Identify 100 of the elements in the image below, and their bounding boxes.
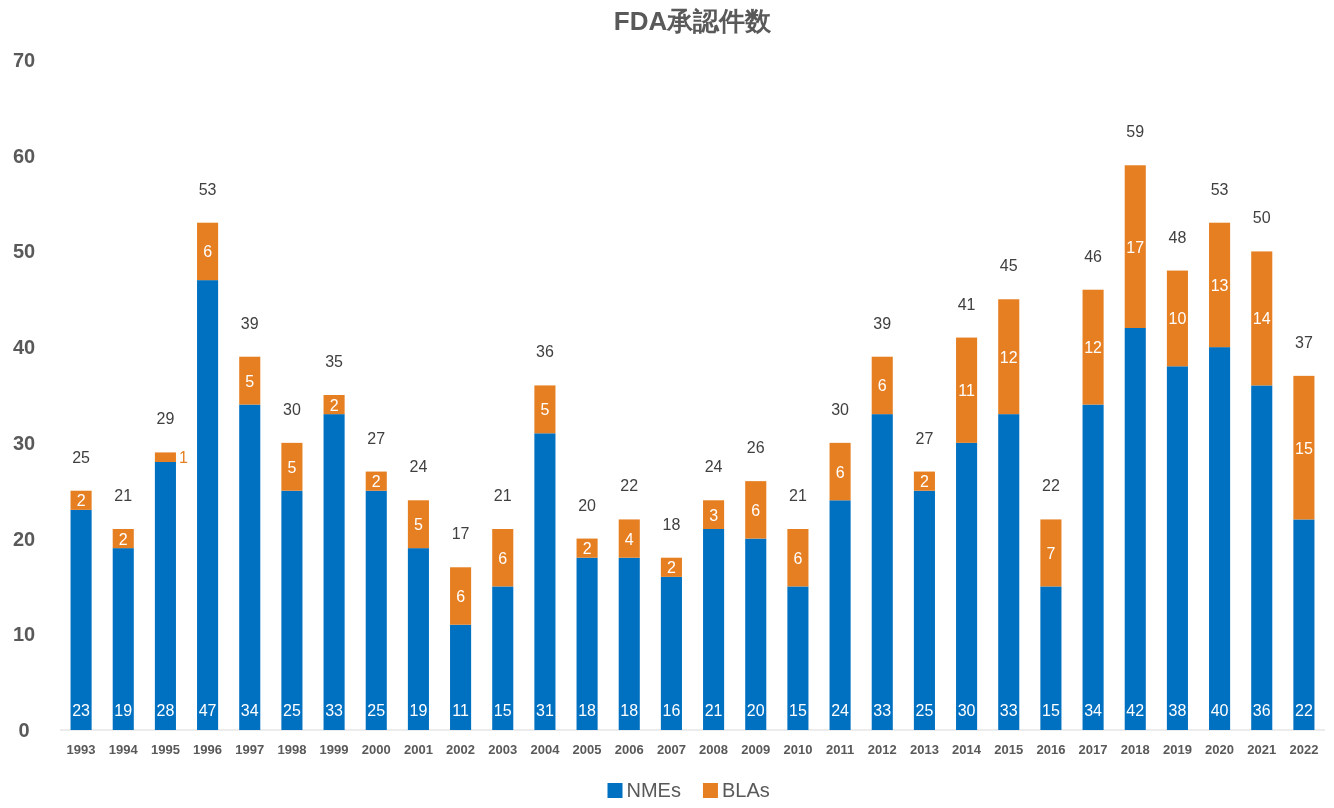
bar [197, 222, 219, 281]
data-label: 2 [76, 492, 86, 510]
total-label: 29 [156, 410, 175, 428]
bar [576, 557, 598, 730]
x-tick-label: 1995 [150, 742, 180, 757]
total-label: 26 [746, 439, 765, 457]
x-tick-label: 2002 [446, 742, 476, 757]
bar [1124, 165, 1146, 328]
data-label: 2 [329, 396, 339, 414]
data-label: 38 [1168, 702, 1187, 719]
bar [450, 624, 472, 730]
bar [407, 548, 429, 730]
data-label: 15 [1295, 439, 1313, 457]
data-label: 12 [999, 348, 1018, 366]
data-label: 2 [371, 473, 381, 491]
bar [239, 356, 261, 405]
bar [323, 414, 345, 730]
data-label: 5 [413, 516, 423, 534]
data-label: 36 [1252, 702, 1271, 719]
x-tick-label: 1998 [277, 742, 307, 757]
total-label: 22 [1042, 477, 1060, 495]
data-label: 11 [452, 702, 469, 719]
bar [618, 557, 640, 730]
data-label: 22 [1295, 702, 1313, 719]
bar [618, 519, 640, 558]
bar [281, 442, 303, 491]
data-label: 6 [877, 377, 887, 395]
x-tick-label: 1994 [108, 742, 139, 757]
bar [1209, 347, 1231, 730]
bar [154, 462, 176, 730]
total-label: 45 [999, 257, 1018, 275]
x-tick-label: 2007 [656, 742, 686, 757]
data-label: 15 [493, 702, 512, 719]
x-tick-label: 2022 [1289, 742, 1319, 757]
data-label: 25 [283, 702, 301, 719]
data-label: 18 [620, 702, 639, 719]
bar [1082, 404, 1104, 730]
data-label: 14 [1252, 310, 1271, 328]
data-label: 7 [1046, 544, 1056, 562]
y-tick-label: 20 [12, 527, 36, 550]
bar [407, 500, 429, 549]
bar [1209, 222, 1231, 348]
bar [787, 586, 809, 730]
bar [1040, 586, 1062, 730]
data-label: 16 [662, 702, 681, 719]
bar [745, 538, 767, 730]
data-label: 10 [1168, 310, 1187, 328]
bar [492, 586, 514, 730]
data-label: 23 [72, 702, 91, 719]
x-tick-label: 2018 [1120, 742, 1150, 757]
data-label: 24 [831, 702, 850, 719]
data-label: 12 [1084, 339, 1103, 357]
data-label: 33 [873, 702, 892, 719]
legend-label: BLAs [721, 779, 770, 801]
bar [534, 433, 556, 730]
x-tick-label: 2008 [699, 742, 729, 757]
bar [1082, 289, 1104, 405]
data-label: 1 [178, 449, 188, 467]
data-label: 42 [1126, 702, 1145, 719]
data-label: 40 [1210, 702, 1229, 719]
data-label: 6 [456, 588, 466, 605]
chart-title: FDA承認件数 [613, 6, 773, 36]
bar [745, 481, 767, 539]
data-label: 2 [919, 473, 929, 491]
x-tick-label: 2015 [994, 742, 1024, 757]
bar [871, 414, 893, 730]
total-label: 30 [283, 400, 301, 418]
x-tick-label: 1997 [235, 742, 265, 757]
bar [703, 500, 725, 529]
total-label: 24 [704, 458, 723, 476]
data-label: 47 [198, 702, 217, 719]
total-label: 39 [873, 314, 892, 332]
data-label: 6 [498, 549, 508, 567]
bar [956, 442, 978, 730]
data-label: 15 [1042, 702, 1060, 719]
y-tick-label: 0 [18, 719, 30, 741]
data-label: 3 [709, 506, 719, 524]
bar [703, 529, 725, 730]
data-label: 30 [957, 702, 976, 719]
bar [998, 299, 1020, 415]
x-tick-label: 2010 [783, 742, 813, 757]
x-tick-label: 1999 [319, 742, 349, 757]
bar [197, 280, 219, 730]
bar [365, 490, 387, 730]
x-tick-label: 2000 [361, 742, 391, 757]
x-tick-label: 2017 [1078, 742, 1108, 757]
bar [1166, 270, 1188, 367]
bar [1166, 366, 1188, 730]
y-tick-label: 30 [12, 431, 36, 454]
total-label: 21 [789, 487, 807, 504]
y-tick-label: 70 [12, 49, 36, 71]
bar [829, 442, 851, 501]
total-label: 50 [1252, 209, 1271, 227]
x-tick-label: 2014 [952, 742, 982, 757]
total-label: 27 [367, 429, 386, 447]
x-tick-label: 2003 [488, 742, 518, 757]
x-tick-label: 2021 [1247, 742, 1277, 757]
data-label: 21 [704, 702, 723, 719]
x-tick-label: 2005 [572, 742, 602, 757]
data-label: 18 [578, 702, 597, 719]
